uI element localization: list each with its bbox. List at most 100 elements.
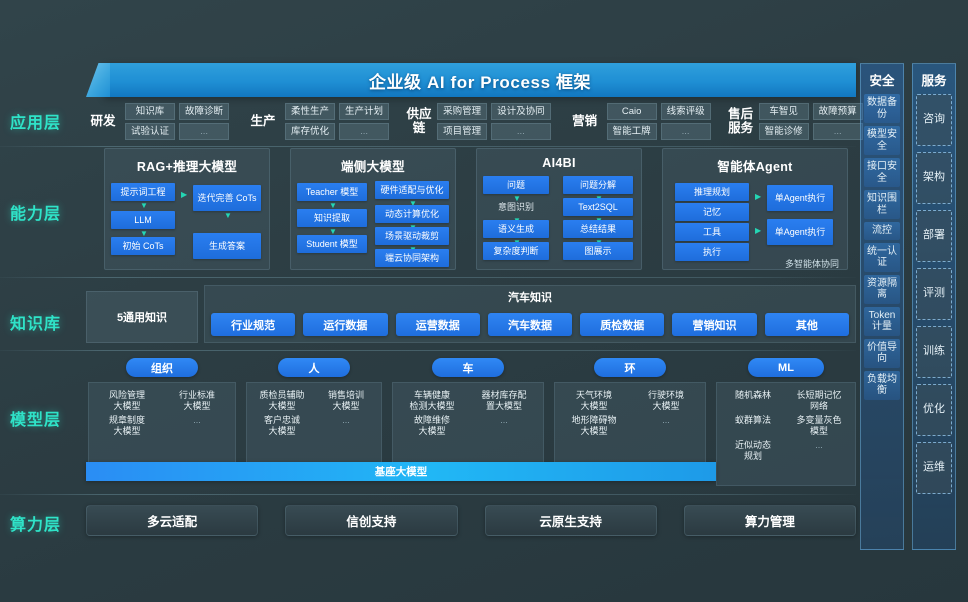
model-item[interactable]: 客户忠诚 大模型 <box>263 415 300 436</box>
knowledge-chip[interactable]: 汽车数据 <box>487 313 573 336</box>
model-item[interactable]: 质检员辅助 大模型 <box>259 390 305 411</box>
capability-node[interactable]: 生成答案 <box>193 233 261 259</box>
model-item[interactable]: 长短期记忆 网络 <box>796 390 842 411</box>
security-rail-item[interactable]: 资源隔离 <box>864 274 900 304</box>
model-item[interactable]: ... <box>193 415 201 425</box>
knowledge-chip[interactable]: 运营数据 <box>395 313 480 336</box>
application-group[interactable]: 研发 知识库 试验认证 故障诊断... <box>86 100 233 142</box>
application-chip[interactable]: 故障预算 <box>812 102 863 120</box>
capability-node[interactable]: 知识提取 <box>297 209 367 227</box>
model-item[interactable]: 行驶环境 大模型 <box>647 390 684 411</box>
application-group[interactable]: 售后服务 车智见 智能诊修 故障预算... <box>728 100 867 142</box>
capability-card-rag[interactable]: RAG+推理大模型 提示词工程 ▼ LLM ▼ 初始 CoTs 迭代完善 CoTs ▼ 生成答案… <box>104 148 270 270</box>
security-rail-item[interactable]: 知识围栏 <box>864 190 900 219</box>
application-chip[interactable]: ... <box>660 122 711 140</box>
model-item[interactable]: 多变量灰色 模型 <box>796 415 842 436</box>
knowledge-general-box[interactable]: 5通用知识 <box>86 291 198 343</box>
application-chip[interactable]: ... <box>339 122 390 140</box>
capability-node[interactable]: Teacher 模型 <box>297 183 367 201</box>
application-chip[interactable]: 线索评级 <box>660 102 711 120</box>
capability-node[interactable]: 问题 <box>483 176 549 194</box>
application-chip[interactable]: 项目管理 <box>437 122 488 140</box>
security-rail-item[interactable]: 统一认证 <box>864 242 900 272</box>
application-chip[interactable]: ... <box>179 122 230 140</box>
model-item[interactable]: 器材库存配 置大模型 <box>481 390 527 411</box>
capability-node[interactable]: 图展示 <box>563 242 633 260</box>
security-rail-item[interactable]: Token计量 <box>864 306 900 336</box>
security-rail-item[interactable]: 模型安全 <box>864 126 900 155</box>
capability-node[interactable]: 总结结果 <box>563 220 633 238</box>
model-item[interactable]: 销售培训 大模型 <box>327 390 364 411</box>
model-item[interactable]: ... <box>500 415 508 425</box>
model-item[interactable]: 规章制度 大模型 <box>108 415 145 436</box>
capability-node[interactable]: Student 模型 <box>297 235 367 253</box>
application-chip[interactable]: 设计及协同 <box>491 102 551 120</box>
model-item[interactable]: 地形障碍物 大模型 <box>571 415 617 436</box>
model-column-pill[interactable]: 人 <box>278 358 350 377</box>
capability-node[interactable]: 迭代完善 CoTs <box>193 185 261 211</box>
application-chip[interactable]: 生产计划 <box>339 102 390 120</box>
application-chip[interactable]: 故障诊断 <box>179 102 230 120</box>
capability-node[interactable]: 场景驱动裁剪 <box>375 227 449 245</box>
knowledge-chip[interactable]: 运行数据 <box>303 313 388 336</box>
capability-node[interactable]: 语义生成 <box>483 220 549 238</box>
application-chip[interactable]: 智能诊修 <box>758 122 809 140</box>
compute-item[interactable]: 多云适配 <box>86 505 259 536</box>
capability-node[interactable]: 推理规划 <box>675 183 749 201</box>
model-item[interactable]: 故障维修 大模型 <box>413 415 450 436</box>
knowledge-chip[interactable]: 质检数据 <box>580 313 665 336</box>
service-rail-item[interactable]: 部署 <box>916 210 952 262</box>
capability-node[interactable]: 动态计算优化 <box>375 205 449 223</box>
capability-card-ai4bi[interactable]: AI4BI问题▼意图识别▼语义生成▼复杂度判断问题分解▼Text2SQL▼总结结… <box>476 148 642 270</box>
model-column-pill[interactable]: 组织 <box>126 358 198 377</box>
application-chip[interactable]: 采购管理 <box>437 102 488 120</box>
application-chip[interactable]: 知识库 <box>125 102 176 120</box>
security-rail-item[interactable]: 数据备份 <box>864 94 900 123</box>
security-rail-item[interactable]: 价值导向 <box>864 338 900 368</box>
model-item[interactable]: 近似动态 规划 <box>734 440 771 461</box>
capability-node[interactable]: 问题分解 <box>563 176 633 194</box>
capability-node[interactable]: LLM <box>111 211 175 229</box>
capability-card-edge-model[interactable]: 端侧大模型 Teacher 模型 ▼ 知识提取 ▼ Student 模型 硬件适配与优化 ▼ 动… <box>290 148 456 270</box>
base-model-bar[interactable]: 基座大模型 <box>86 462 716 481</box>
application-chip[interactable]: 库存优化 <box>285 122 336 140</box>
compute-item[interactable]: 算力管理 <box>683 505 856 536</box>
compute-item[interactable]: 云原生支持 <box>484 505 657 536</box>
model-item[interactable]: 天气环境 大模型 <box>575 390 612 411</box>
service-rail-item[interactable]: 咨询 <box>916 94 952 146</box>
application-chip[interactable]: ... <box>812 122 863 140</box>
service-rail-item[interactable]: 训练 <box>916 326 952 378</box>
service-rail-item[interactable]: 优化 <box>916 384 952 436</box>
model-item[interactable]: ... <box>342 415 350 425</box>
model-column-pill[interactable]: 环 <box>594 358 666 377</box>
model-item[interactable]: 随机森林 <box>734 390 771 400</box>
model-column-pill[interactable]: ML <box>748 358 824 377</box>
service-rail-item[interactable]: 评测 <box>916 268 952 320</box>
capability-node[interactable]: 初始 CoTs <box>111 237 175 255</box>
application-chip[interactable]: 智能工牌 <box>606 122 657 140</box>
security-rail-item[interactable]: 流控 <box>864 222 900 240</box>
capability-node[interactable]: 执行 <box>675 243 749 261</box>
application-chip[interactable]: 试验认证 <box>125 122 176 140</box>
model-column-pill[interactable]: 车 <box>432 358 504 377</box>
capability-node[interactable]: 意图识别 <box>497 201 534 212</box>
service-rail-item[interactable]: 运维 <box>916 442 952 494</box>
application-chip[interactable]: 柔性生产 <box>285 102 336 120</box>
application-chip[interactable]: ... <box>491 122 551 140</box>
model-item[interactable]: 车辆健康 检测大模型 <box>409 390 455 411</box>
knowledge-chip[interactable]: 行业规范 <box>211 313 296 336</box>
model-item[interactable]: ... <box>815 440 823 450</box>
capability-node[interactable]: 复杂度判断 <box>483 242 549 260</box>
security-rail-item[interactable]: 接口安全 <box>864 158 900 187</box>
model-item[interactable]: 蚁群算法 <box>734 415 771 425</box>
capability-node[interactable]: 单Agent执行 <box>767 185 833 211</box>
application-group[interactable]: 营销 Caio 智能工牌 线索评级... <box>568 100 715 142</box>
capability-node[interactable]: 单Agent执行 <box>767 219 833 245</box>
capability-node[interactable]: 端云协同架构 <box>375 249 449 267</box>
application-group[interactable]: 供应链 采购管理 项目管理 设计及协同... <box>406 100 555 142</box>
application-chip[interactable]: Caio <box>606 102 657 120</box>
application-chip[interactable]: 车智见 <box>758 102 809 120</box>
security-rail-item[interactable]: 负载均衡 <box>864 370 900 400</box>
capability-node[interactable]: Text2SQL <box>563 198 633 216</box>
model-item[interactable]: ... <box>662 415 670 425</box>
